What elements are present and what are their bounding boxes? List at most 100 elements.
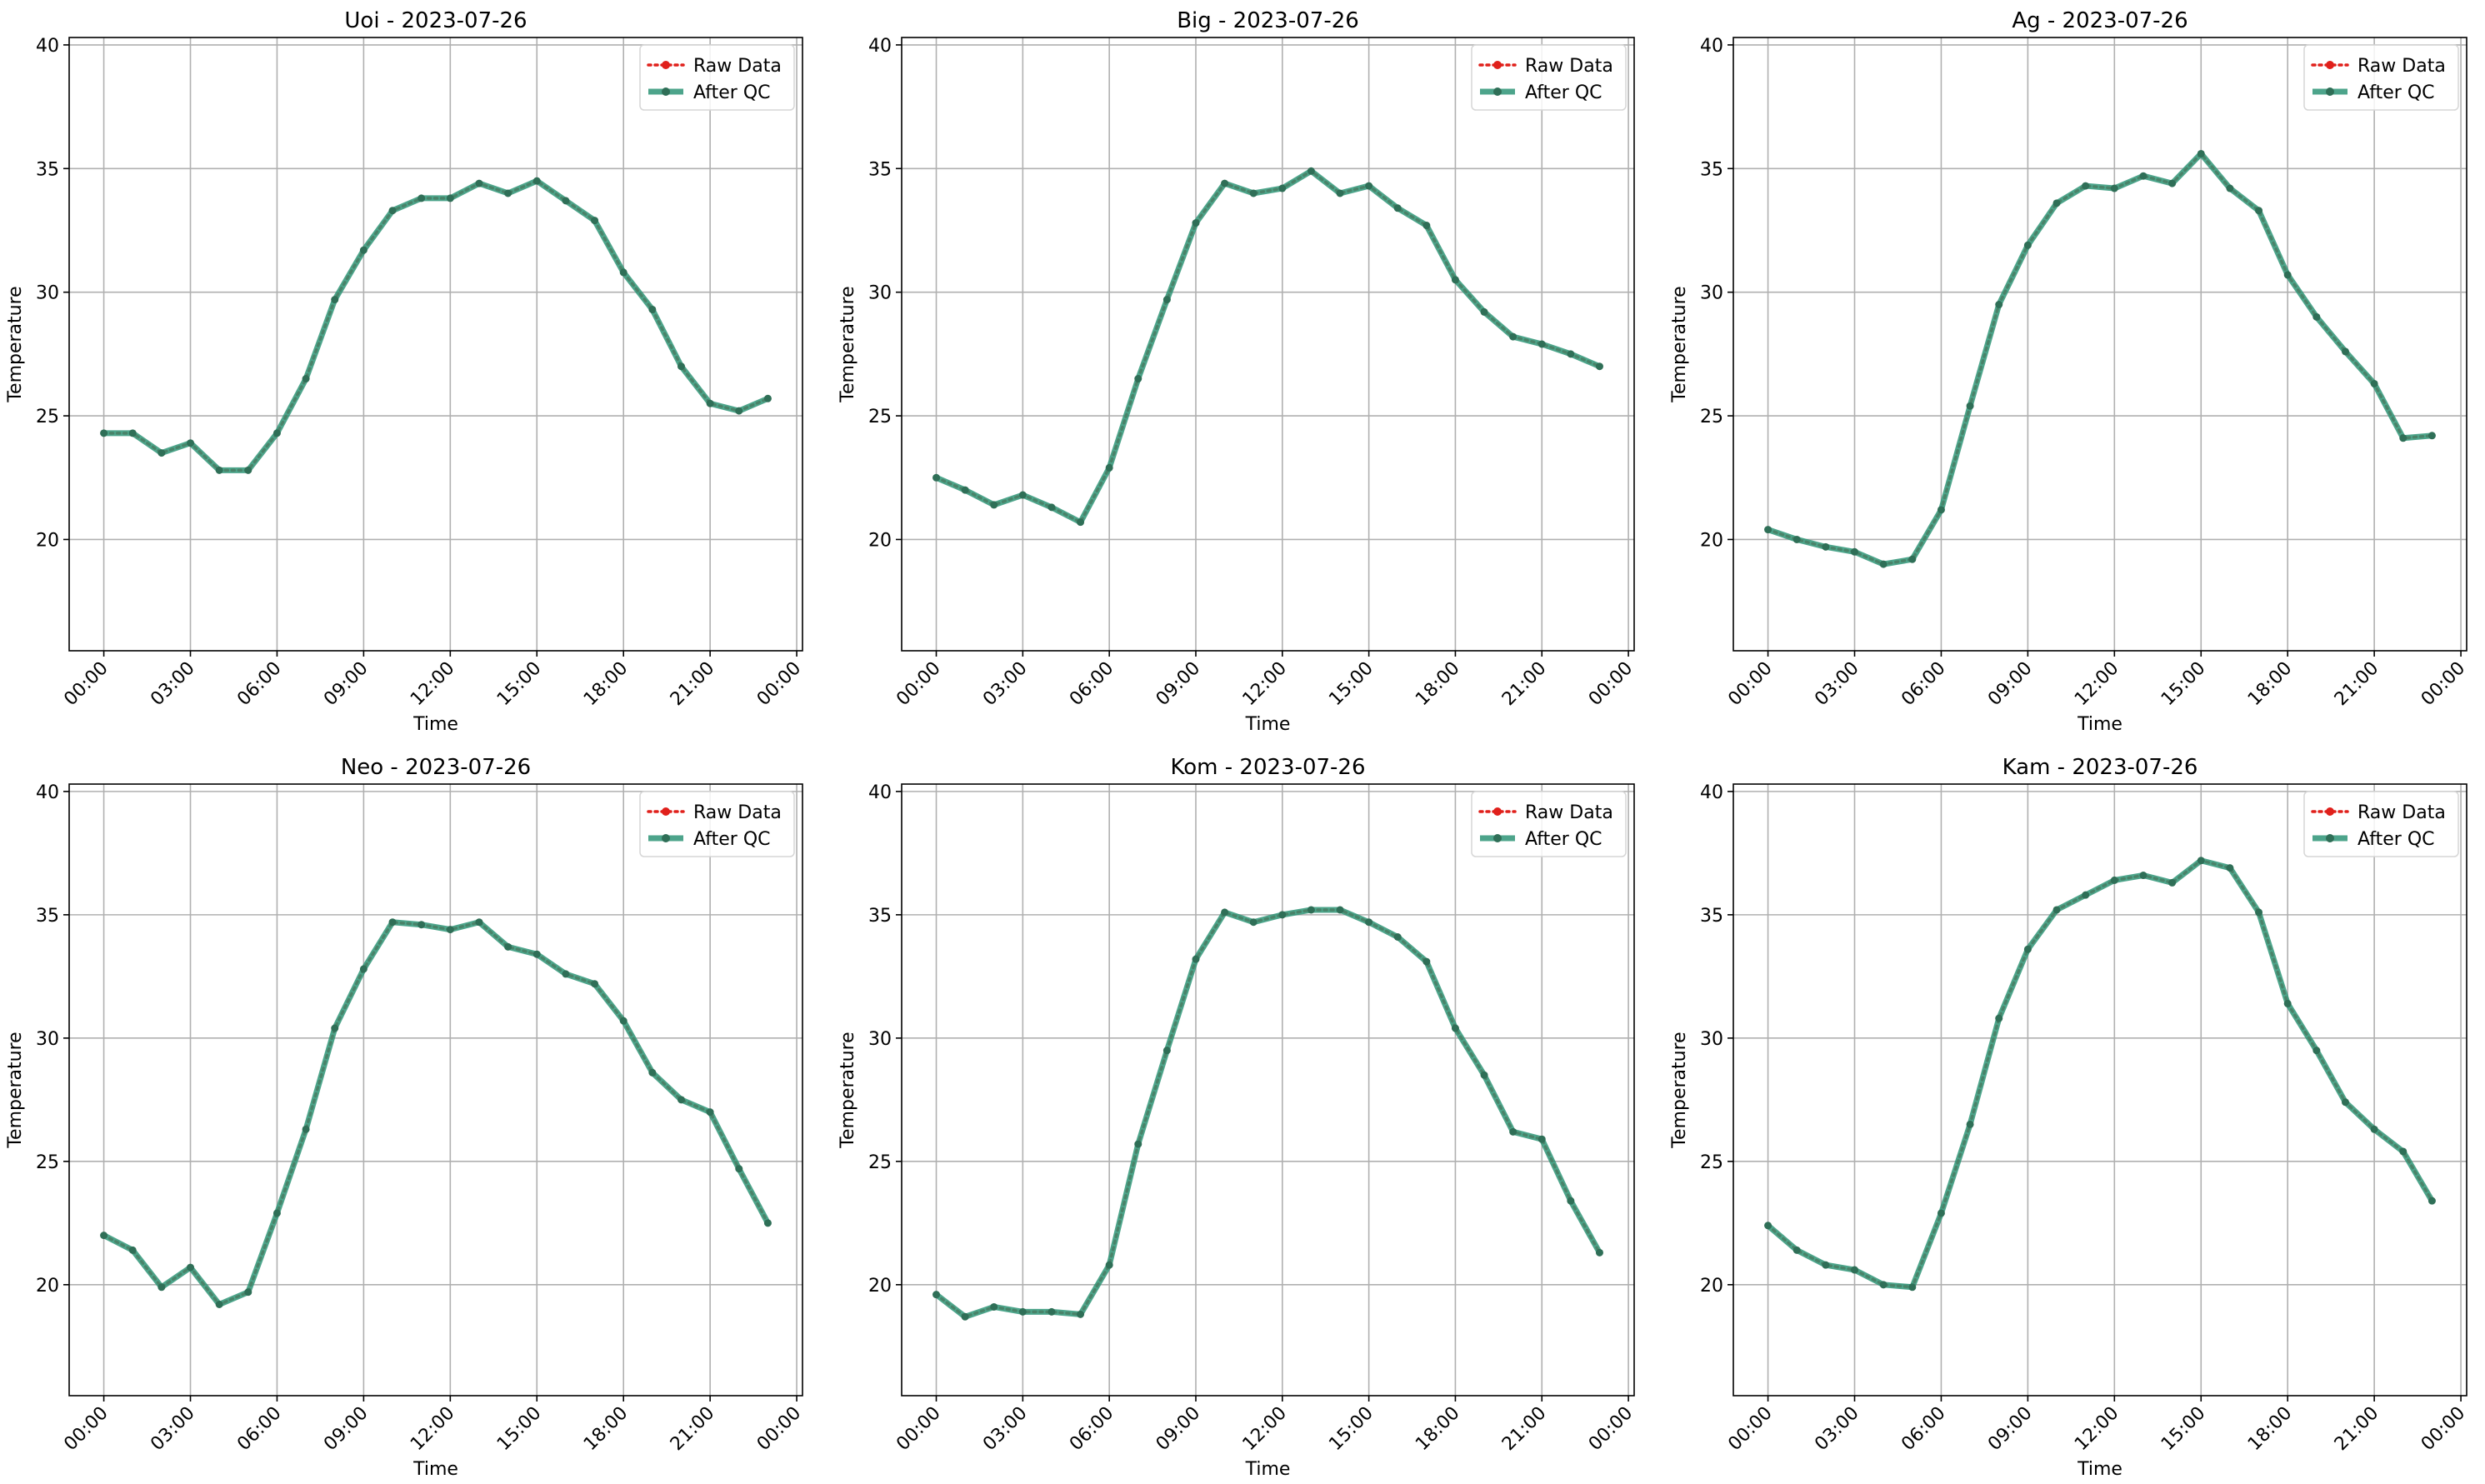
x-tick-label: 00:00 [2418, 658, 2470, 711]
after-qc-point [2052, 906, 2061, 914]
x-tick-label: 00:00 [892, 658, 945, 711]
raw-data-line [102, 179, 770, 472]
after-qc-point [532, 177, 541, 185]
x-tick-label: 18:00 [2244, 658, 2297, 711]
x-tick-label: 15:00 [493, 1403, 546, 1456]
y-tick-label: 25 [1700, 407, 1723, 427]
after-qc-point [1422, 957, 1431, 966]
after-qc-point [2255, 207, 2263, 215]
after-qc-point [1162, 296, 1171, 304]
y-tick-label: 30 [1700, 283, 1723, 304]
legend-raw-marker [662, 807, 670, 816]
after-qc-point [1509, 1127, 1518, 1136]
legend-raw-label: Raw Data [1525, 56, 1613, 77]
x-tick-label: 09:00 [1152, 1403, 1205, 1456]
after-qc-point [706, 1108, 714, 1117]
after-qc-point [158, 1283, 166, 1292]
x-tick-label: 12:00 [1239, 658, 1292, 711]
subplot-2: 20 25 30 35 40 00:00 03:00 06:00 09:00 12:00 15:00… [838, 8, 1637, 735]
after-qc-point [331, 1024, 339, 1032]
after-qc-point [1134, 1140, 1142, 1148]
y-tick-label: 35 [1700, 906, 1723, 927]
y-tick-label: 30 [1700, 1029, 1723, 1050]
y-axis-label: Temperature [5, 286, 26, 402]
y-tick-label: 35 [868, 906, 892, 927]
after-qc-point [1249, 918, 1258, 927]
x-tick-label: 03:00 [1811, 1403, 1863, 1456]
after-qc-point [961, 1312, 969, 1321]
x-tick-label: 09:00 [320, 658, 372, 711]
legend-raw-marker [2326, 61, 2334, 69]
after-qc-point [1879, 560, 1888, 568]
plot-frame [68, 37, 803, 652]
after-qc-line [934, 907, 1602, 1320]
legend-qc-marker [2326, 87, 2334, 96]
after-qc-point [1567, 350, 1575, 358]
after-qc-point [2082, 182, 2090, 190]
after-qc-point [1365, 918, 1373, 927]
after-qc-point [1221, 908, 1229, 917]
legend-qc-label: After QC [693, 82, 771, 103]
x-tick-label: 21:00 [1498, 658, 1551, 711]
after-qc-point [2197, 149, 2205, 157]
y-tick-label: 35 [36, 159, 59, 180]
after-qc-point [677, 1096, 685, 1104]
x-tick-label: 03:00 [979, 658, 1032, 711]
subplot-title: Ag - 2023-07-26 [2012, 8, 2188, 33]
x-tick-label: 09:00 [1984, 658, 2037, 711]
x-tick-label: 06:00 [1898, 1403, 1950, 1456]
x-tick-label: 03:00 [979, 1403, 1032, 1456]
after-qc-point [1851, 1266, 1859, 1274]
y-tick-label: 40 [868, 782, 892, 803]
after-qc-point [2283, 271, 2292, 279]
legend: Raw Data After QC [2303, 44, 2459, 111]
raw-data-line [934, 169, 1602, 525]
after-qc-point [1792, 1246, 1801, 1254]
after-qc-point [532, 950, 541, 958]
after-qc-point [475, 179, 483, 187]
after-qc-point [187, 439, 195, 447]
after-qc-point [1249, 189, 1258, 197]
after-qc-point [706, 399, 714, 407]
after-qc-point [961, 486, 969, 494]
after-qc-point [1048, 503, 1056, 512]
after-qc-point [619, 1017, 628, 1025]
after-qc-point [302, 375, 310, 383]
after-qc-point [1908, 555, 1917, 563]
after-qc-point [1018, 491, 1027, 499]
legend: Raw Data After QC [639, 791, 795, 857]
after-qc-point [1764, 526, 1772, 534]
after-qc-point [158, 449, 166, 457]
after-qc-point [763, 1219, 772, 1227]
after-qc-point [2110, 876, 2118, 884]
after-qc-point [1307, 906, 1315, 914]
after-qc-point [1822, 542, 1830, 551]
after-qc-point [1365, 182, 1373, 190]
after-qc-point [475, 918, 483, 927]
after-qc-point [1822, 1261, 1830, 1269]
y-tick-label: 25 [36, 1152, 59, 1173]
after-qc-point [1995, 301, 2003, 309]
y-tick-label: 30 [36, 1029, 59, 1050]
after-qc-point [591, 980, 599, 988]
after-qc-point [2370, 1125, 2378, 1133]
after-qc-point [2283, 999, 2292, 1007]
after-qc-point [1937, 1209, 1945, 1217]
legend-raw-label: Raw Data [1525, 802, 1613, 823]
after-qc-point [128, 429, 137, 437]
after-qc-point [1451, 1024, 1459, 1032]
after-qc-point [1851, 547, 1859, 556]
x-tick-label: 00:00 [753, 658, 806, 711]
legend-qc-label: After QC [2358, 829, 2435, 850]
x-tick-label: 18:00 [580, 658, 632, 711]
subplot-3: 20 25 30 35 40 00:00 03:00 06:00 09:00 12:00 15:00… [1669, 8, 2469, 735]
after-qc-point [2428, 1197, 2436, 1205]
subplot-4: 20 25 30 35 40 00:00 03:00 06:00 09:00 12:00 15:00… [5, 755, 805, 1480]
after-qc-point [1995, 1014, 2003, 1022]
x-tick-label: 06:00 [1898, 658, 1950, 711]
x-axis-label: Time [1245, 714, 1291, 735]
after-qc-point [1966, 402, 1974, 410]
after-qc-point [504, 942, 512, 951]
x-tick-label: 12:00 [2071, 1403, 2123, 1456]
